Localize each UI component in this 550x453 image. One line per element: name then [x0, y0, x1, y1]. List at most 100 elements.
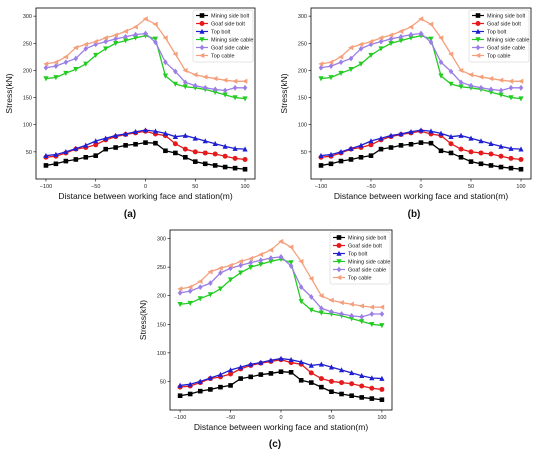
y-tick-label: 150 [157, 322, 166, 328]
y-tick-label: 200 [23, 68, 32, 74]
data-point [183, 79, 188, 86]
data-point [338, 70, 344, 76]
data-point [348, 157, 354, 162]
legend-swatch-marker [199, 52, 205, 59]
data-point [369, 321, 375, 328]
legend-swatch-marker [336, 235, 342, 240]
data-point [177, 301, 183, 308]
data-point [359, 313, 365, 320]
x-tick-label: 100 [240, 184, 249, 190]
data-point [217, 371, 224, 377]
data-point [232, 84, 238, 91]
data-point [498, 153, 504, 159]
data-point [408, 24, 414, 30]
data-point [328, 364, 335, 370]
data-point [197, 284, 203, 291]
data-point [197, 378, 203, 384]
data-point [348, 67, 354, 73]
data-point [227, 262, 233, 269]
x-axis-title: Distance between working face and statio… [334, 191, 509, 201]
data-point [318, 76, 324, 82]
data-point [358, 61, 364, 67]
data-point [358, 142, 364, 148]
data-point [348, 301, 354, 307]
data-point [113, 36, 118, 42]
data-point [258, 257, 264, 264]
series-goaf-side-cable [318, 30, 524, 94]
x-axis-title: Distance between working face and statio… [194, 422, 369, 432]
data-point [508, 145, 514, 151]
data-point [103, 38, 108, 45]
data-point [319, 384, 324, 390]
data-point [378, 46, 384, 52]
data-point [208, 280, 213, 287]
chart-panel-3: 50 100 150 200 250 300 −100 −50 0 50 100 Distance b… [138, 229, 393, 450]
data-point [358, 41, 364, 47]
data-point [338, 149, 344, 155]
data-point [478, 150, 484, 156]
data-point [83, 154, 89, 160]
series-top-cable [43, 16, 248, 84]
legend-entry: Mining side bolt [211, 14, 250, 20]
data-point [348, 45, 354, 51]
data-point [232, 155, 238, 161]
data-point [368, 39, 374, 45]
y-tick-label: 250 [298, 41, 307, 47]
data-point [177, 382, 183, 388]
data-point [53, 161, 59, 167]
data-point [368, 153, 374, 158]
data-point [123, 33, 128, 40]
data-point [268, 357, 274, 363]
data-point [83, 61, 89, 67]
chart-panel-2: 50 100 150 200 250 300 −100 −50 0 50 100 Distance b… [279, 7, 532, 220]
data-point [258, 372, 264, 377]
x-tick-label: 100 [516, 184, 525, 190]
legend-swatch-marker [475, 13, 481, 18]
data-point [359, 395, 365, 400]
data-point [369, 304, 375, 310]
data-point [237, 258, 243, 265]
data-point [378, 38, 384, 45]
data-point [103, 46, 109, 52]
data-point [448, 141, 454, 147]
data-point [187, 288, 193, 295]
data-point [349, 381, 355, 387]
data-point [53, 75, 59, 81]
data-point [197, 278, 203, 285]
data-point [278, 238, 284, 245]
data-point [132, 128, 139, 135]
data-point [518, 96, 524, 102]
data-point [298, 299, 304, 305]
data-point [508, 155, 514, 161]
data-point [488, 151, 494, 157]
panel-label: (a) [124, 209, 136, 220]
data-point [488, 86, 494, 93]
data-point [408, 128, 414, 135]
data-point [328, 63, 334, 69]
data-point [498, 87, 504, 94]
data-point [358, 45, 364, 52]
data-point [378, 146, 384, 152]
data-point [192, 82, 198, 89]
data-point [43, 76, 49, 82]
data-point [187, 300, 193, 306]
data-point [398, 38, 404, 44]
data-point [132, 35, 139, 41]
y-tick-label: 200 [298, 68, 307, 74]
data-point [83, 142, 89, 148]
data-point [508, 84, 514, 91]
data-point [338, 59, 344, 66]
data-point [222, 92, 228, 98]
y-tick-label: 100 [23, 123, 32, 129]
data-point [348, 55, 354, 62]
data-point [388, 132, 394, 138]
data-point [242, 78, 248, 84]
data-point [468, 82, 474, 89]
x-tick-label: 0 [419, 184, 422, 190]
x-tick-label: −50 [366, 184, 375, 190]
legend-entry: Mining side cable [348, 260, 391, 266]
data-point [163, 148, 168, 154]
data-point [93, 138, 99, 144]
legend-swatch-marker [336, 274, 342, 281]
